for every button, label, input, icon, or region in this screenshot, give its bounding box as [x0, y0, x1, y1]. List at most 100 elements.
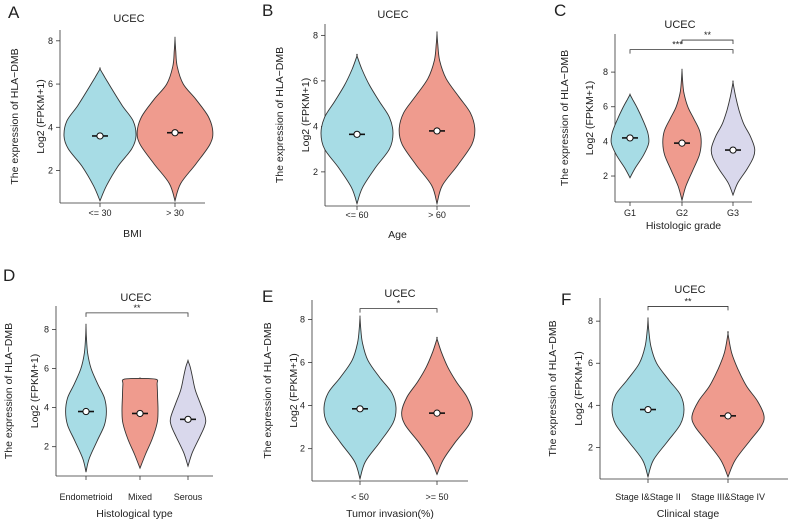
panel-f: F UCEC 2 4 6 8 The expression of HLA−DMB Log2 (…	[547, 284, 788, 520]
median-point	[96, 132, 104, 140]
panel-letter: E	[262, 287, 273, 306]
violin--60	[398, 31, 476, 206]
x-tick-label: G2	[676, 208, 688, 218]
median-point	[729, 146, 737, 154]
median-point	[136, 409, 144, 418]
significance-bracket	[359, 308, 438, 313]
panel-title: UCEC	[377, 9, 408, 21]
y-tick-label: 8	[44, 324, 49, 334]
y-tick-label: 2	[300, 444, 305, 454]
violin-g2	[662, 68, 702, 203]
panel-letter: F	[561, 290, 571, 309]
y-tick-label: 8	[588, 316, 593, 326]
violin-mixed	[121, 377, 159, 470]
x-tick-label: Endometrioid	[59, 492, 112, 502]
x-axis-label: Histological type	[96, 508, 173, 520]
y-tick-label: 8	[603, 67, 608, 77]
y-axis-label: The expression of HLA−DMB	[3, 323, 15, 459]
y-tick-label: 4	[588, 400, 593, 410]
significance-bracket	[681, 39, 734, 45]
x-axis-label: BMI	[123, 228, 142, 240]
x-axis-label: Histologic grade	[646, 220, 721, 232]
panel-b: B UCEC 2 4 6 8 The expression of HLA−DMB Log2 (…	[262, 1, 476, 241]
y-tick-label: 4	[300, 401, 305, 411]
y-axis-label: The expression of HLA−DMB	[559, 50, 571, 186]
y-tick-label: 6	[48, 79, 53, 89]
panel-title: UCEC	[674, 284, 705, 296]
x-axis-label: Age	[388, 229, 407, 241]
y-axis-label-unit: Log2 (FPKM+1)	[584, 81, 596, 155]
y-axis-label: The expression of HLA−DMB	[274, 47, 286, 183]
y-tick-label: 8	[300, 314, 305, 324]
violin-stage-iii-stage-iv	[691, 330, 765, 479]
significance-label: **	[133, 303, 141, 313]
y-tick-label: 2	[48, 166, 53, 176]
panel-title: UCEC	[113, 13, 144, 25]
panel-letter: A	[8, 3, 20, 22]
panel-c: C UCEC 2 4 6 8 The expression of HLA−DMB Log2 (…	[554, 1, 756, 232]
median-point	[433, 127, 441, 135]
panel-e: E UCEC 2 4 6 8 The expression of HLA−DMB Log2 (…	[262, 287, 473, 520]
x-tick-label: G1	[624, 208, 636, 218]
median-point	[678, 139, 686, 147]
violin--50	[401, 336, 473, 476]
median-point	[724, 412, 732, 420]
significance-bracket	[647, 306, 729, 311]
y-tick-label: 6	[313, 76, 318, 86]
y-tick-label: 6	[300, 357, 305, 367]
panel-letter: C	[554, 1, 566, 20]
violin-serous	[169, 359, 207, 468]
x-tick-label: > 30	[166, 208, 184, 218]
median-point	[82, 407, 90, 416]
x-tick-label: Stage I&Stage II	[615, 492, 681, 502]
violin--50	[323, 315, 397, 481]
y-tick-label: 8	[313, 30, 318, 40]
panel-letter: D	[3, 266, 15, 285]
x-tick-label: Mixed	[128, 492, 152, 502]
panel-title: UCEC	[664, 19, 695, 31]
significance-label: **	[684, 296, 692, 306]
y-axis-label: The expression of HLA−DMB	[547, 320, 559, 456]
median-point	[356, 405, 364, 413]
x-tick-label: >= 50	[425, 492, 448, 502]
y-axis-label: The expression of HLA−DMB	[9, 48, 21, 184]
median-point	[626, 134, 634, 142]
x-tick-label: Serous	[174, 492, 203, 502]
y-tick-label: 2	[44, 442, 49, 452]
panel-letter: B	[262, 1, 273, 20]
significance-bracket	[629, 49, 734, 54]
y-tick-label: 6	[44, 364, 49, 374]
panel-a: A UCEC 2 4 6 8 The expression of HLA−DMB Log2 (…	[8, 3, 214, 240]
significance-label: ***	[672, 40, 683, 50]
median-point	[171, 129, 179, 137]
y-tick-label: 4	[603, 136, 608, 146]
x-axis-label: Tumor invasion(%)	[346, 508, 434, 520]
y-axis-label-unit: Log2 (FPKM+1)	[573, 351, 585, 425]
panel-title: UCEC	[120, 292, 151, 304]
y-tick-label: 6	[588, 358, 593, 368]
y-tick-label: 6	[603, 102, 608, 112]
panel-title: UCEC	[384, 288, 415, 300]
significance-bracket	[85, 312, 189, 317]
x-axis-label: Clinical stage	[657, 508, 720, 520]
x-tick-label: > 60	[428, 210, 446, 220]
y-axis-label-unit: Log2 (FPKM+1)	[29, 354, 41, 428]
y-axis-label: The expression of HLA−DMB	[262, 322, 274, 458]
significance-label: **	[704, 30, 712, 40]
violin-endometrioid	[65, 323, 107, 473]
x-tick-label: G3	[727, 208, 739, 218]
median-point	[644, 405, 652, 414]
y-tick-label: 2	[313, 167, 318, 177]
violin--60	[320, 53, 394, 206]
y-tick-label: 2	[588, 442, 593, 452]
significance-label: *	[397, 299, 401, 309]
y-tick-label: 4	[313, 121, 318, 131]
y-tick-label: 8	[48, 36, 53, 46]
panel-d: D UCEC 2 4 6 8 The expression of HLA−DMB Log2 (…	[3, 266, 213, 520]
y-tick-label: 2	[603, 171, 608, 181]
y-axis-label-unit: Log2 (FPKM+1)	[300, 78, 312, 152]
violin-g3	[710, 80, 756, 197]
x-tick-label: Stage III&Stage IV	[691, 492, 765, 502]
x-tick-label: < 50	[351, 492, 369, 502]
